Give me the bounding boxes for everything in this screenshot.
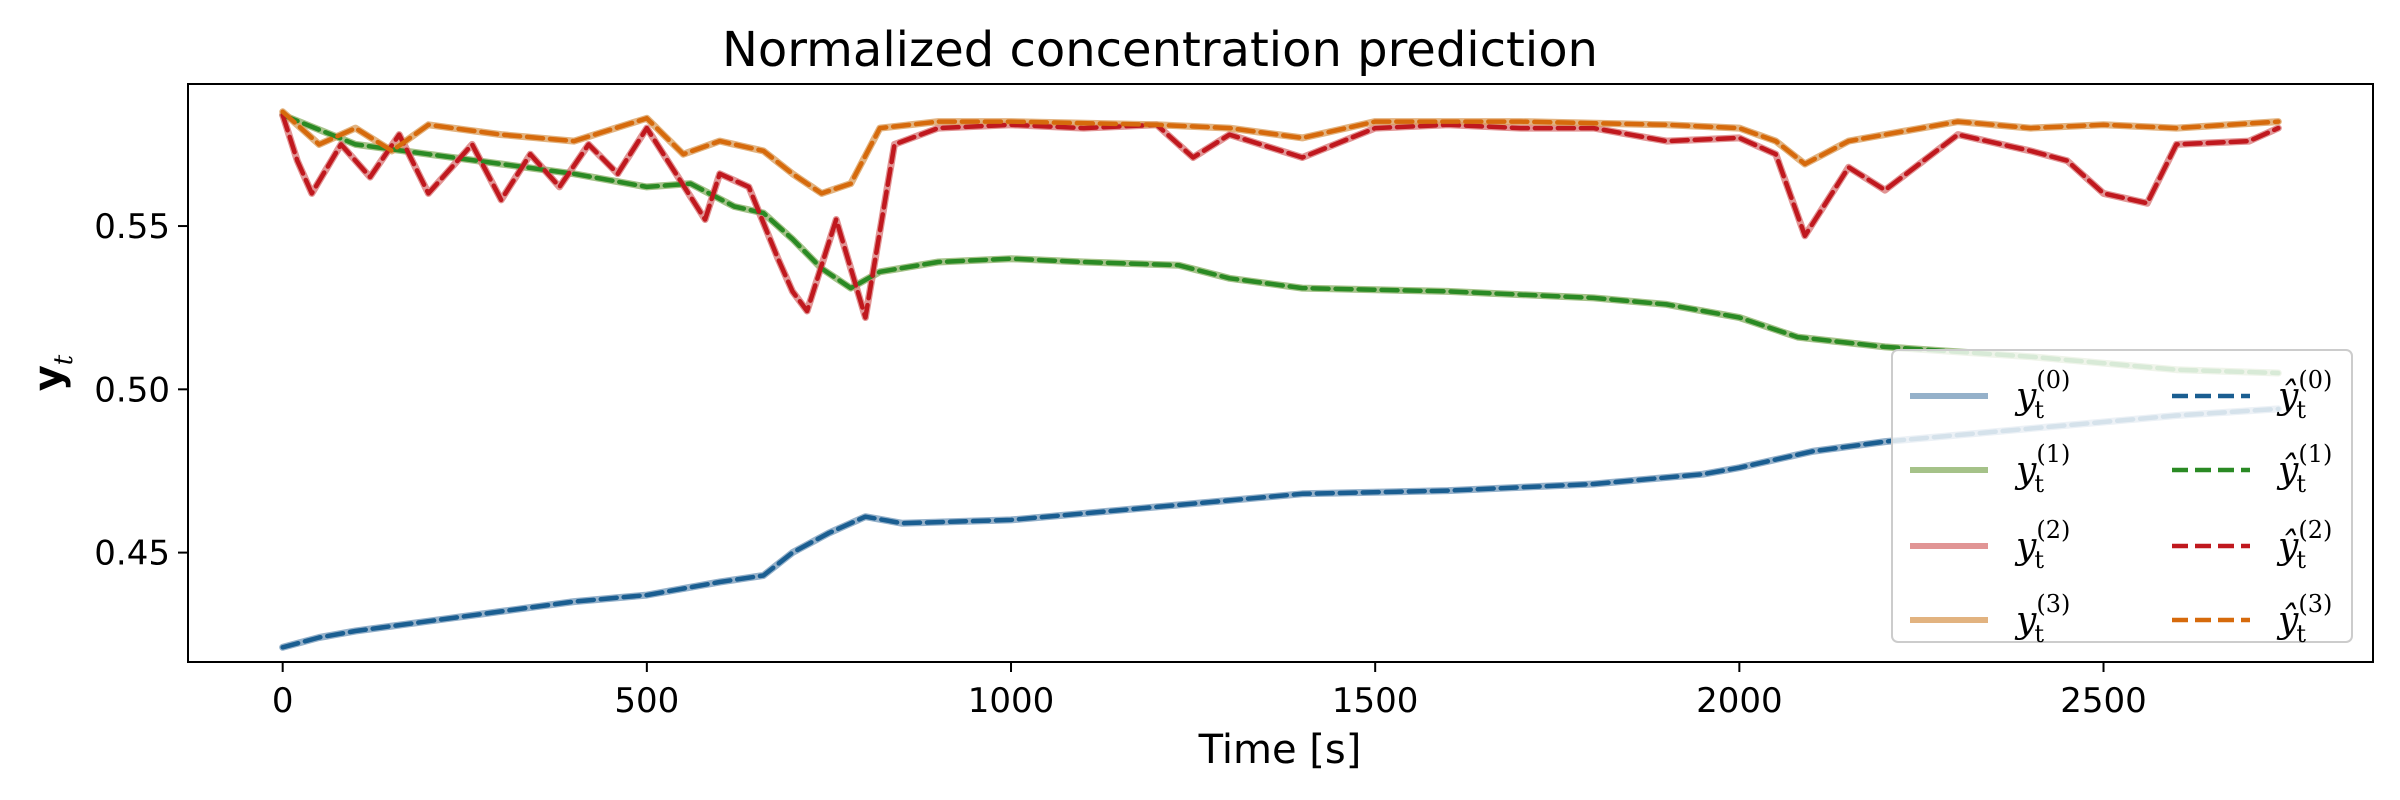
legend-label: y(1) t [2014, 440, 2070, 498]
x-tick-label: 0 [272, 681, 294, 721]
series-line-predicted-1 [280, 112, 2281, 376]
plot-frame [187, 83, 2374, 663]
chart-title: Normalized concentration prediction [722, 22, 1598, 78]
legend-label: ŷ(2) t [2276, 516, 2332, 574]
y-axis: 0.45 0.50 0.55 [94, 207, 188, 574]
x-tick-label: 2000 [1696, 681, 1783, 721]
legend-label: y(0) t [2014, 366, 2070, 424]
x-axis-label: Time [s] [1198, 727, 1362, 773]
series-line-predicted-0 [280, 406, 2281, 650]
series-line-predicted-3 [280, 109, 2281, 196]
legend-label: y(3) t [2014, 590, 2070, 648]
x-tick-label: 500 [614, 681, 679, 721]
x-tick-label: 2500 [2060, 681, 2147, 721]
x-tick-label: 1500 [1332, 681, 1419, 721]
series-line-predicted-2 [280, 112, 2281, 320]
x-tick-label: 1000 [968, 681, 1055, 721]
series-layer [279, 108, 2282, 651]
y-axis-label: yt [26, 354, 79, 391]
legend-label: y(2) t [2014, 516, 2070, 574]
legend: y(0) t y(1) t y(2) t y(3) t ŷ(0) t ŷ(1) t ŷ(2) t ŷ(3) t [1891, 349, 2353, 648]
legend-label: ŷ(3) t [2276, 590, 2332, 648]
y-tick-label: 0.55 [94, 207, 170, 247]
y-axis-label-sub: t [49, 354, 79, 365]
legend-label: ŷ(0) t [2276, 366, 2332, 424]
y-tick-label: 0.50 [94, 370, 170, 410]
y-axis-label-main: y [26, 365, 72, 391]
plot-area [187, 83, 2374, 663]
y-tick-label: 0.45 [94, 534, 170, 574]
legend-box [1891, 349, 2353, 643]
x-axis: 0 500 1000 1500 2000 2500 [272, 662, 2147, 721]
legend-label: ŷ(1) t [2276, 440, 2332, 498]
